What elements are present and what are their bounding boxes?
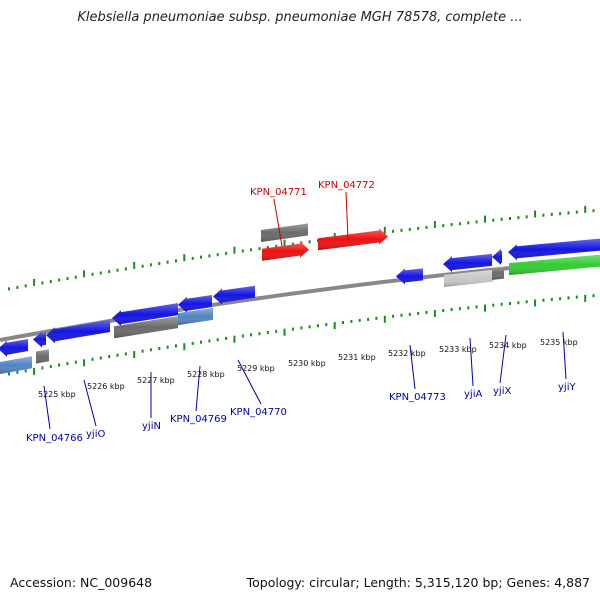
gene-label-yjiy[interactable]: yjiY xyxy=(558,382,576,393)
tick-label-5229: 5229 kbp xyxy=(237,364,275,373)
gene-box-yjin-b-shade xyxy=(114,316,178,339)
leader-line xyxy=(273,198,283,247)
gene-arrow-kpn-04769-shade xyxy=(178,295,212,313)
gene-arrow-yjia-shade xyxy=(443,253,492,273)
tick-label-5234: 5234 kbp xyxy=(489,341,527,350)
tick-label-5232: 5232 kbp xyxy=(388,349,426,358)
gene-box-kpn-04766-b-shade xyxy=(36,349,49,364)
gene-arrow-yjin-shade xyxy=(112,303,178,327)
gene-arrow-kpn-04771-shade xyxy=(262,241,309,261)
gene-label-kpn-04766[interactable]: KPN_04766 xyxy=(26,433,83,444)
accession-text: Accession: NC_009648 xyxy=(10,575,153,590)
leader-line xyxy=(345,191,349,241)
leader-line xyxy=(43,385,51,430)
leader-line xyxy=(562,331,567,380)
gene-arrow-kpn-04770-shade xyxy=(213,285,255,305)
gene-label-kpn-04771[interactable]: KPN_04771 xyxy=(250,187,307,198)
gene-box-kpn-04771-shade xyxy=(261,223,308,242)
gene-arrow-a-shade xyxy=(0,338,28,357)
tick-label-5231: 5231 kbp xyxy=(338,353,376,362)
tick-label-5227: 5227 kbp xyxy=(137,376,175,385)
tick-label-5233: 5233 kbp xyxy=(439,345,477,354)
tick-label-5235: 5235 kbp xyxy=(540,338,578,347)
map-title: Klebsiella pneumoniae subsp. pneumoniae … xyxy=(77,10,523,25)
tick-label-5230: 5230 kbp xyxy=(288,359,326,368)
gene-label-kpn-04773[interactable]: KPN_04773 xyxy=(389,392,446,403)
gene-arrow-yjiy-shade xyxy=(508,238,600,261)
tick-label-5226: 5226 kbp xyxy=(87,382,125,391)
gene-features xyxy=(0,223,600,375)
gene-box-kpn-04769-b-shade xyxy=(178,307,213,326)
leader-line xyxy=(409,344,416,390)
gene-label-yjin[interactable]: yjiN xyxy=(142,421,161,432)
leader-line xyxy=(469,337,474,387)
label-leader-lines xyxy=(43,191,567,430)
leader-line xyxy=(499,334,507,384)
gene-arrow-yjio-shade xyxy=(46,319,110,344)
gene-label-yjio[interactable]: yjiO xyxy=(86,429,105,440)
gene-box-yjix-b-shade xyxy=(492,266,504,280)
leader-line xyxy=(83,379,97,427)
gene-arrow-yjix-shade xyxy=(492,248,502,265)
genome-summary-text: Topology: circular; Length: 5,315,120 bp… xyxy=(246,575,590,590)
gene-box-kpn-04766-a-shade xyxy=(0,356,32,375)
gene-box-yjiy-b-shade xyxy=(509,254,600,276)
gene-box-yjia-b-shade xyxy=(444,269,493,287)
gene-arrow-b-shade xyxy=(33,331,46,348)
gene-label-group: KPN_04771 KPN_04772 KPN_04766 yjiO yjiN … xyxy=(26,180,576,444)
tick-label-5225: 5225 kbp xyxy=(38,390,76,399)
gene-label-kpn-04772[interactable]: KPN_04772 xyxy=(318,180,375,191)
gene-label-yjix[interactable]: yjiX xyxy=(493,386,511,397)
lower-tick-track xyxy=(8,294,595,376)
gene-arrow-kpn-04772-shade xyxy=(318,228,388,251)
gene-label-yjia[interactable]: yjiA xyxy=(464,389,482,400)
leader-line xyxy=(237,359,262,405)
coordinate-labels: 5225 kbp 5226 kbp 5227 kbp 5228 kbp 5229… xyxy=(38,338,578,399)
gene-label-kpn-04770[interactable]: KPN_04770 xyxy=(230,407,287,418)
leader-line xyxy=(195,365,201,412)
tick-label-5228: 5228 kbp xyxy=(187,370,225,379)
gene-label-kpn-04769[interactable]: KPN_04769 xyxy=(170,414,227,425)
gene-arrow-kpn-04773-shade xyxy=(396,268,423,285)
